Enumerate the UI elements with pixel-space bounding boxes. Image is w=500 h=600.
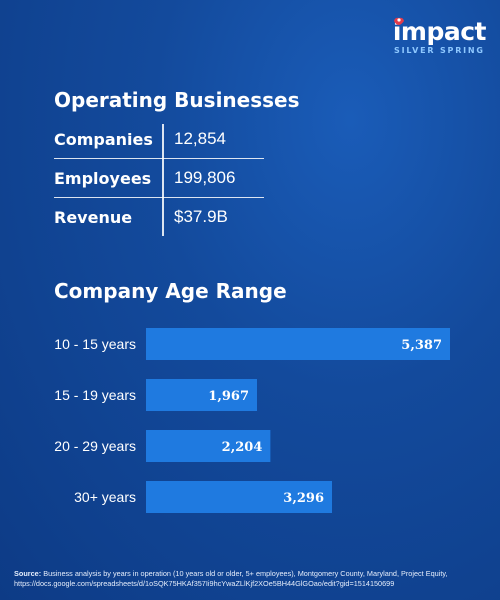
category-label: 10 - 15 years — [54, 336, 136, 352]
bar — [146, 430, 271, 462]
ops-row-employees: Employees 199,806 — [54, 159, 264, 198]
ops-value: 199,806 — [174, 168, 236, 187]
company-age-range-title: Company Age Range — [54, 279, 287, 303]
category-label: 20 - 29 years — [54, 438, 136, 454]
source-label: Source: — [14, 569, 42, 578]
ops-row-companies: Companies 12,854 — [54, 120, 264, 159]
operating-businesses-title: Operating Businesses — [54, 88, 300, 112]
operating-table: Companies 12,854 Employees 199,806 Reven… — [54, 120, 264, 236]
bar-value-label: 1,967 — [208, 389, 249, 404]
ops-label: Companies — [54, 129, 153, 149]
logo-subtitle: SILVER SPRING — [394, 46, 485, 55]
category-label: 15 - 19 years — [54, 387, 136, 403]
ops-label: Employees — [54, 168, 152, 188]
source-text: Business analysis by years in operation … — [14, 569, 448, 588]
ops-row-revenue: Revenue $37.9B — [54, 198, 264, 236]
company-age-chart: 10 - 15 years 5,387 15 - 19 years 1,967 20 -… — [54, 328, 450, 513]
bar — [146, 328, 450, 360]
source-footnote: Source: Business analysis by years in op… — [14, 569, 488, 589]
category-label: 30+ years — [74, 489, 136, 505]
ops-label: Revenue — [54, 207, 133, 227]
logo-wordmark: impact — [392, 17, 487, 46]
ops-value: 12,854 — [174, 129, 226, 148]
bar-value-label: 5,387 — [401, 338, 442, 353]
bar — [146, 379, 258, 411]
ops-value: $37.9B — [174, 207, 228, 226]
table-divider — [162, 124, 164, 236]
bar-value-label: 3,296 — [283, 491, 324, 506]
impact-logo: impact SILVER SPRING — [392, 17, 487, 56]
bar-value-label: 2,204 — [222, 440, 263, 455]
logo-mark-icon — [393, 17, 404, 25]
bar — [146, 481, 333, 513]
